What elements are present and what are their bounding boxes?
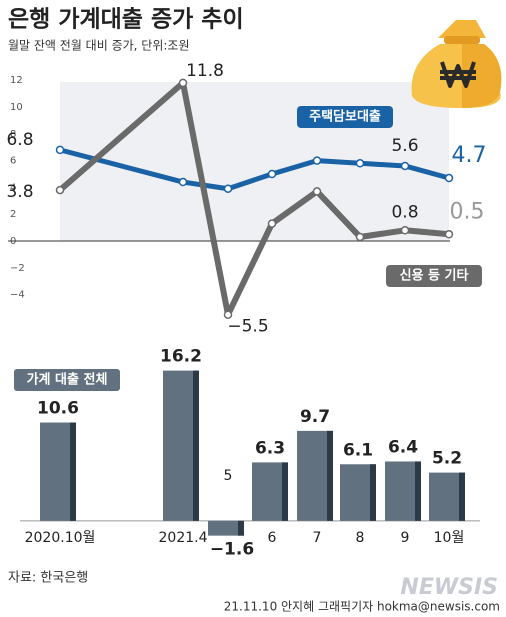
chart-title: 은행 가계대출 증가 추이: [8, 7, 244, 33]
point: [400, 226, 410, 235]
point: [400, 161, 410, 171]
line-series: [58, 79, 450, 318]
credit: 21.11.10 안지혜 그래픽기자 hokma@newsis.com: [224, 600, 500, 614]
data-label: 16.2: [160, 347, 202, 367]
data-label: 3.8: [6, 182, 33, 202]
source: 자료: 한국은행: [8, 570, 88, 586]
x-tick-label: 2021.4: [159, 530, 208, 546]
y-tick-label: −4: [10, 290, 25, 301]
bar-shade: [70, 422, 76, 521]
point: [223, 184, 233, 193]
data-label: 0.5: [450, 199, 485, 224]
x-tick-label: 2020.10월: [25, 530, 96, 546]
point: [223, 310, 233, 319]
x-tick-label: 8: [356, 530, 365, 546]
legend-box: [386, 265, 482, 287]
point: [178, 177, 188, 187]
data-label: 4.7: [452, 143, 487, 168]
point: [178, 78, 188, 88]
data-label: 6.8: [6, 130, 33, 150]
x-tick-label: 6: [268, 530, 277, 546]
data-label: 5.2: [432, 449, 462, 469]
legend-label: 주택담보대출: [309, 109, 381, 125]
point: [55, 185, 65, 195]
data-label: −1.6: [210, 540, 254, 560]
point: [267, 219, 277, 228]
data-label: 6.3: [255, 438, 285, 458]
y-tick-label: 6: [10, 156, 16, 167]
point: [312, 187, 322, 196]
watermark: NEWSIS: [400, 575, 498, 600]
line-series: [59, 147, 450, 192]
data-label: 5.6: [391, 136, 418, 156]
x-tick-label: 7: [313, 530, 322, 546]
y-tick-label: 8: [10, 129, 16, 140]
y-tick-label: 10: [10, 102, 23, 113]
bar-shade: [238, 520, 244, 536]
data-label: 0.8: [391, 202, 418, 222]
x-tick-label: 10월: [434, 530, 465, 546]
data-label: 9.7: [300, 407, 330, 427]
bar-shade: [459, 472, 465, 521]
bar-shade: [327, 430, 333, 521]
data-label: 6.4: [388, 437, 418, 457]
y-tick-label: −2: [10, 263, 25, 274]
chart-subtitle: 월말 잔액 전월 대비 증가, 단위:조원: [8, 39, 190, 53]
point: [55, 145, 65, 155]
bar-shade: [193, 370, 199, 521]
data-label: 10.6: [37, 399, 79, 419]
legend-label: 신용 등 기타: [400, 268, 469, 284]
point: [444, 173, 454, 183]
bar-shade: [282, 462, 288, 521]
section-title-box: [14, 369, 120, 391]
y-tick-label: 2: [10, 209, 16, 220]
y-tick-label: 4: [10, 182, 16, 193]
data-label: 11.8: [186, 61, 224, 81]
bar: [208, 520, 244, 536]
data-label: 6.1: [343, 440, 373, 460]
legend-box: [297, 106, 393, 128]
point: [355, 159, 365, 168]
money-bag-icon: [411, 20, 502, 108]
point: [312, 156, 322, 165]
y-tick-label: 12: [10, 75, 23, 86]
bar-shade: [370, 464, 376, 521]
point: [267, 169, 277, 179]
point: [355, 232, 365, 242]
data-label: −5.5: [227, 317, 268, 337]
point: [444, 230, 454, 239]
bar-shade: [415, 461, 421, 521]
section-title: 가계 대출 전체: [27, 372, 108, 388]
x-tick-label: 5: [224, 468, 233, 484]
x-tick-label: 9: [401, 530, 410, 546]
